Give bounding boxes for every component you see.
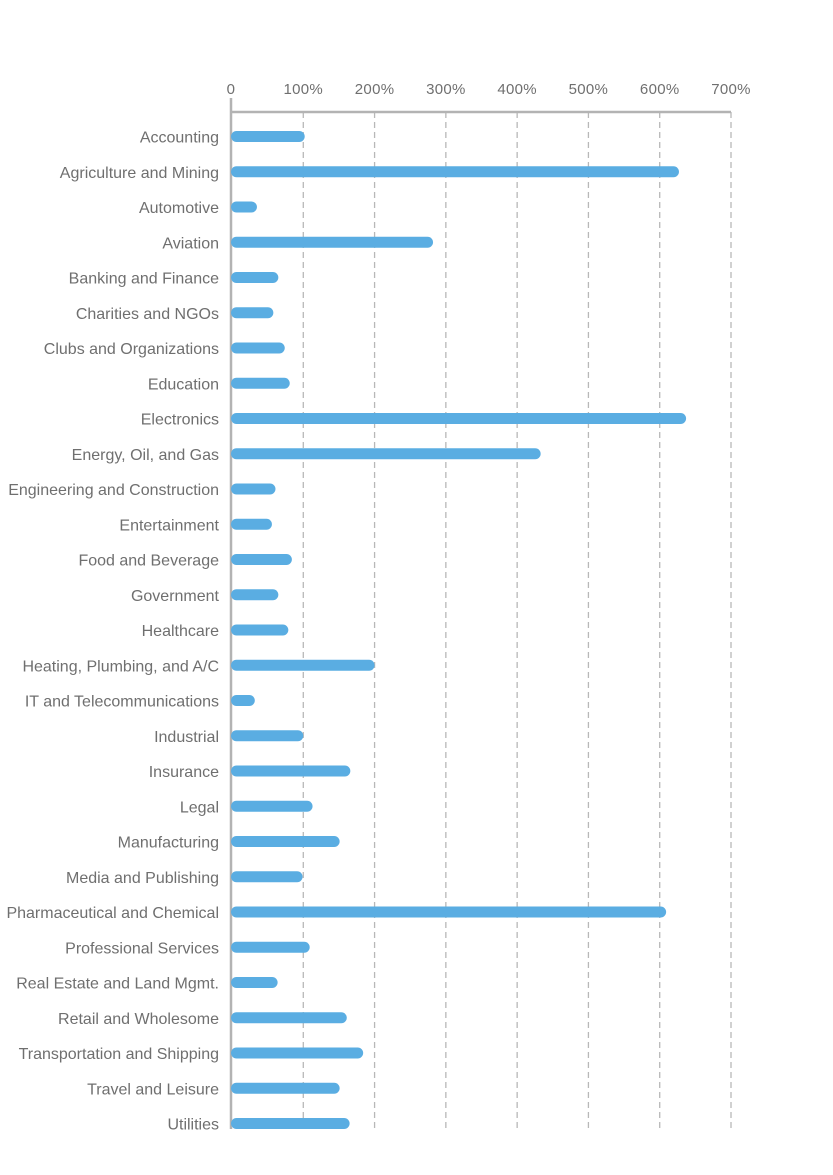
bar [231, 871, 303, 883]
category-label: Real Estate and Land Mgmt. [16, 976, 219, 993]
category-label: Engineering and Construction [8, 482, 219, 499]
category-label: Banking and Finance [69, 271, 219, 288]
category-label: Professional Services [65, 940, 219, 957]
bar [231, 518, 272, 530]
category-labels: Accounting Agriculture and Mining Automoti… [6, 130, 219, 1134]
bar [231, 272, 279, 283]
bar [231, 695, 255, 706]
bar [231, 730, 304, 742]
category-label: Education [148, 376, 219, 393]
bar [231, 1012, 347, 1024]
x-tick-label: 100% [283, 81, 323, 98]
bar [231, 166, 679, 178]
category-label: Aviation [162, 235, 219, 252]
category-label: Retail and Wholesome [58, 1011, 219, 1028]
bar [231, 483, 276, 495]
x-tick-label: 300% [426, 81, 466, 98]
bar [231, 624, 289, 636]
category-label: Government [131, 588, 220, 605]
bar [231, 765, 351, 777]
bar [231, 941, 310, 953]
category-label: Accounting [140, 130, 219, 147]
bar [231, 906, 667, 918]
x-tick-label: 0 [227, 81, 236, 98]
bar [231, 377, 290, 389]
bar [231, 1082, 340, 1094]
category-label: Charities and NGOs [76, 306, 219, 323]
bar [231, 836, 340, 847]
category-label: Legal [180, 799, 219, 816]
bar [231, 977, 278, 988]
bar [231, 1047, 364, 1059]
category-label: Utilities [167, 1117, 219, 1134]
bar [231, 659, 375, 671]
bar [231, 201, 257, 213]
bar [231, 236, 434, 248]
category-label: Healthcare [142, 623, 219, 640]
bar [231, 554, 292, 565]
category-label: Pharmaceutical and Chemical [6, 905, 219, 922]
bar [231, 131, 305, 142]
category-label: IT and Telecommunications [25, 694, 219, 711]
bars [231, 131, 687, 1129]
x-tick-label: 200% [355, 81, 395, 98]
gridlines [302, 112, 732, 1129]
category-label: Agriculture and Mining [60, 165, 219, 182]
category-label: Insurance [149, 764, 219, 781]
category-label: Industrial [154, 729, 219, 746]
x-tick-label: 400% [497, 81, 537, 98]
category-label: Electronics [141, 412, 219, 429]
bar [231, 589, 279, 601]
bar [231, 448, 541, 460]
category-label: Energy, Oil, and Gas [72, 447, 219, 464]
bar [231, 307, 274, 319]
bar [231, 413, 687, 424]
category-label: Entertainment [119, 517, 219, 534]
category-label: Transportation and Shipping [19, 1046, 219, 1063]
category-label: Automotive [139, 200, 219, 217]
x-axis-ticks: 0 100% 200% 300% 400% 500% 600% 700% [227, 81, 751, 98]
category-label: Manufacturing [118, 835, 219, 852]
x-tick-label: 700% [711, 81, 751, 98]
category-label: Travel and Leisure [87, 1081, 219, 1098]
x-tick-label: 600% [640, 81, 680, 98]
category-label: Clubs and Organizations [44, 341, 219, 358]
bar [231, 1118, 350, 1129]
bar [231, 800, 313, 812]
x-tick-label: 500% [569, 81, 609, 98]
category-label: Heating, Plumbing, and A/C [22, 658, 219, 675]
category-label: Food and Beverage [78, 553, 219, 570]
category-label: Media and Publishing [66, 870, 219, 887]
bar [231, 342, 285, 354]
